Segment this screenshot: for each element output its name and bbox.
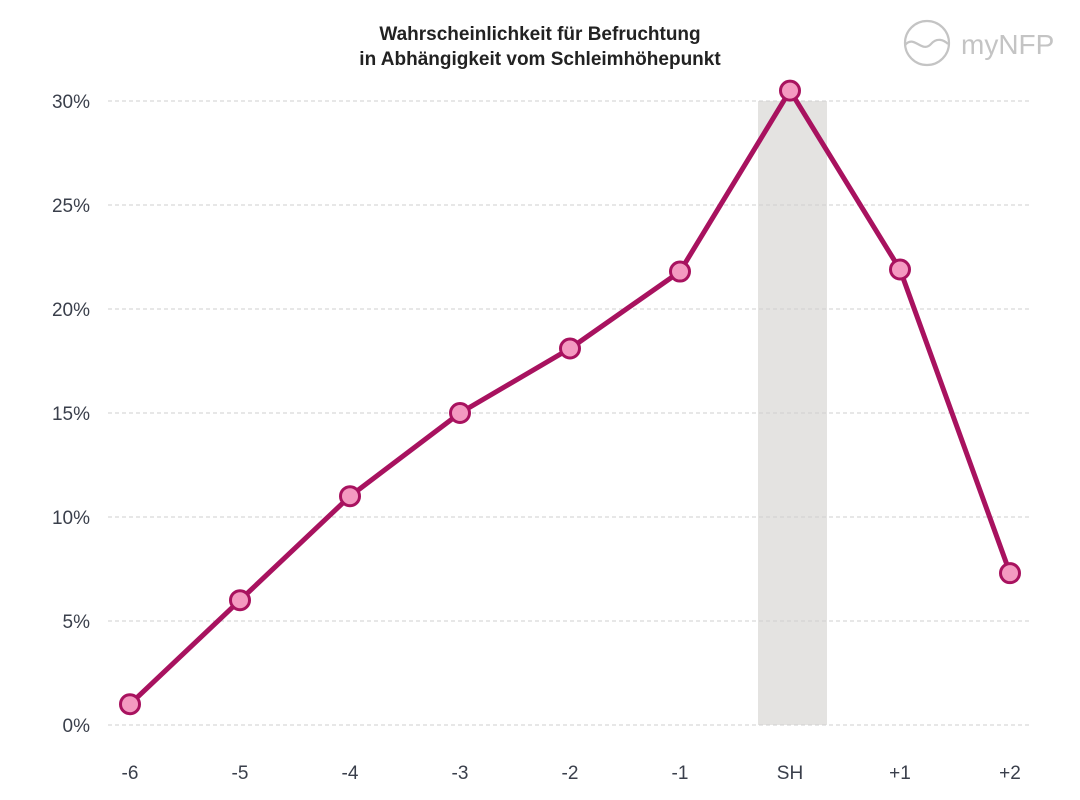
x-tick-label: -1: [672, 763, 689, 784]
series-line: [127, 88, 1013, 707]
y-tick-label: 20%: [52, 300, 90, 321]
mynfp-logo: myNFP: [903, 19, 1054, 67]
y-tick-label: 15%: [52, 404, 90, 425]
data-point: [449, 402, 471, 424]
y-tick-label: 10%: [52, 508, 90, 529]
logo-text: myNFP: [961, 29, 1054, 60]
chart-title-line-1: Wahrscheinlichkeit für Befruchtung: [379, 24, 700, 45]
data-point: [119, 693, 141, 716]
x-tick-label: +1: [889, 763, 911, 784]
y-tick-label: 25%: [52, 196, 90, 217]
data-point: [889, 258, 911, 281]
x-tick-label: -3: [452, 763, 469, 784]
data-point: [669, 260, 691, 283]
y-axis-ticks: 0% 5% 10% 15% 20% 25% 30%: [52, 92, 90, 737]
series-layer: [119, 79, 1021, 716]
x-tick-label: +2: [999, 763, 1021, 784]
data-point: [339, 485, 361, 508]
x-tick-label: -2: [562, 763, 579, 784]
gridlines: [108, 100, 1030, 726]
data-point: [229, 589, 251, 612]
y-tick-label: 30%: [52, 92, 90, 113]
x-axis-ticks: -6 -5 -4 -3 -2 -1 SH +1 +2: [122, 763, 1021, 784]
x-tick-label: -4: [342, 763, 359, 784]
data-point: [559, 337, 581, 360]
x-tick-label: SH: [777, 763, 803, 784]
y-tick-label: 0%: [63, 716, 91, 737]
x-tick-label: -5: [232, 763, 249, 784]
x-tick-label: -6: [122, 763, 139, 784]
chart-title-line-2: in Abhängigkeit vom Schleimhöhepunkt: [359, 49, 721, 70]
y-tick-label: 5%: [63, 612, 91, 633]
mynfp-logo-icon: [903, 19, 951, 67]
data-point: [999, 562, 1021, 585]
data-point: [779, 79, 801, 102]
